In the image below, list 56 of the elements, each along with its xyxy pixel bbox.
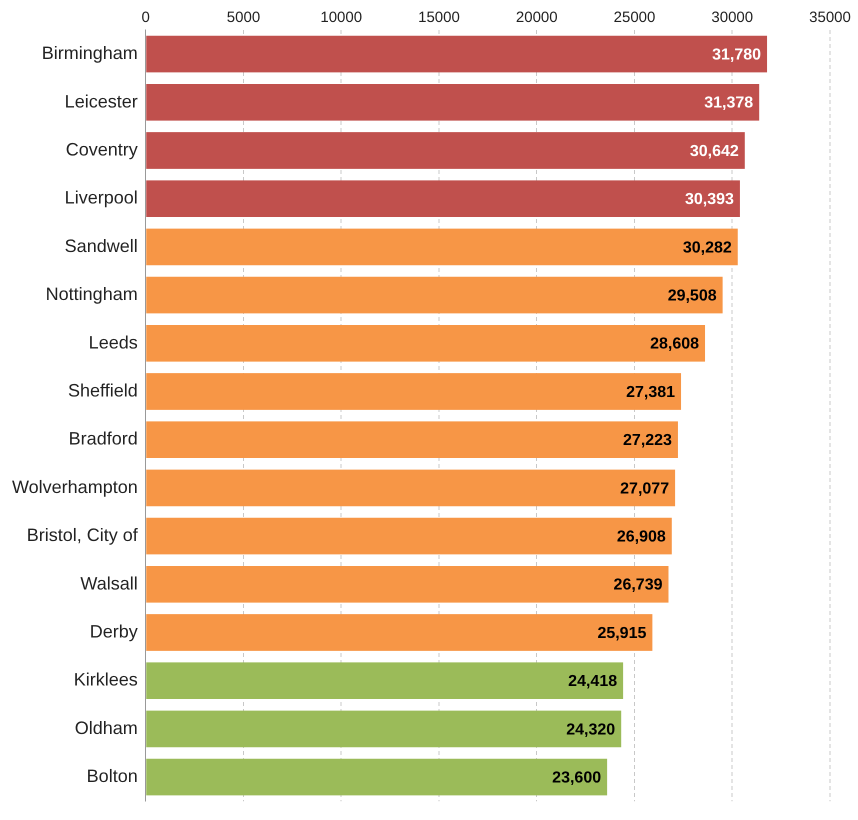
y-tick-label: Derby: [90, 621, 138, 642]
y-tick-label: Bolton: [86, 766, 138, 786]
y-tick-label: Walsall: [80, 573, 138, 594]
bar: [146, 758, 608, 796]
bar: [146, 132, 745, 169]
y-tick-label: Leeds: [88, 332, 138, 352]
data-label: 24,418: [568, 673, 618, 690]
bar: [146, 373, 682, 410]
x-tick-label: 35000: [809, 9, 851, 26]
data-label: 27,077: [620, 480, 670, 498]
data-label: 24,320: [566, 721, 616, 738]
y-tick-label: Oldham: [74, 718, 138, 738]
bar: [146, 324, 706, 362]
y-tick-label: Nottingham: [46, 284, 138, 304]
x-tick-label: 15000: [418, 9, 460, 26]
data-label: 28,608: [650, 336, 700, 353]
bar: [146, 566, 668, 603]
y-tick-label: Sandwell: [64, 236, 138, 256]
y-tick-label: Liverpool: [64, 188, 138, 208]
data-label: 27,223: [623, 432, 672, 450]
y-tick-label: Sheffield: [68, 380, 138, 400]
bar: [146, 662, 624, 700]
bar: [146, 710, 622, 748]
y-tick-label: Wolverhampton: [12, 476, 138, 497]
y-tick-label: Bradford: [68, 428, 138, 449]
bar: [146, 518, 672, 554]
data-label: 30,282: [682, 239, 732, 256]
bar: [146, 84, 760, 121]
x-tick-label: 25000: [614, 9, 656, 26]
data-label: 31,378: [704, 94, 754, 112]
y-tick-label: Coventry: [66, 139, 138, 160]
x-tick-label: 30000: [711, 9, 754, 26]
data-label: 26,908: [616, 528, 666, 546]
bar: [146, 36, 768, 72]
data-label: 27,381: [626, 384, 676, 401]
bar: [146, 276, 723, 314]
data-label: 30,393: [684, 191, 734, 208]
y-tick-label: Leicester: [64, 91, 138, 112]
x-tick-label: 0: [142, 9, 150, 26]
y-tick-label: Birmingham: [42, 43, 138, 64]
bar: [146, 614, 652, 651]
data-label: 23,600: [552, 770, 602, 787]
x-tick-label: 10000: [320, 9, 362, 26]
bar: [146, 470, 676, 506]
bar: [146, 421, 678, 458]
y-tick-label: Kirklees: [74, 670, 138, 690]
bar: [146, 180, 740, 218]
x-tick-label: 5000: [226, 9, 260, 26]
bar: [146, 228, 738, 266]
data-label: 26,739: [614, 576, 663, 594]
data-label: 31,780: [712, 46, 762, 64]
data-label: 30,642: [690, 142, 739, 160]
data-label: 25,915: [597, 624, 646, 642]
data-label: 29,508: [668, 288, 717, 305]
y-tick-label: Bristol, City of: [26, 525, 139, 546]
x-tick-label: 20000: [516, 9, 558, 26]
